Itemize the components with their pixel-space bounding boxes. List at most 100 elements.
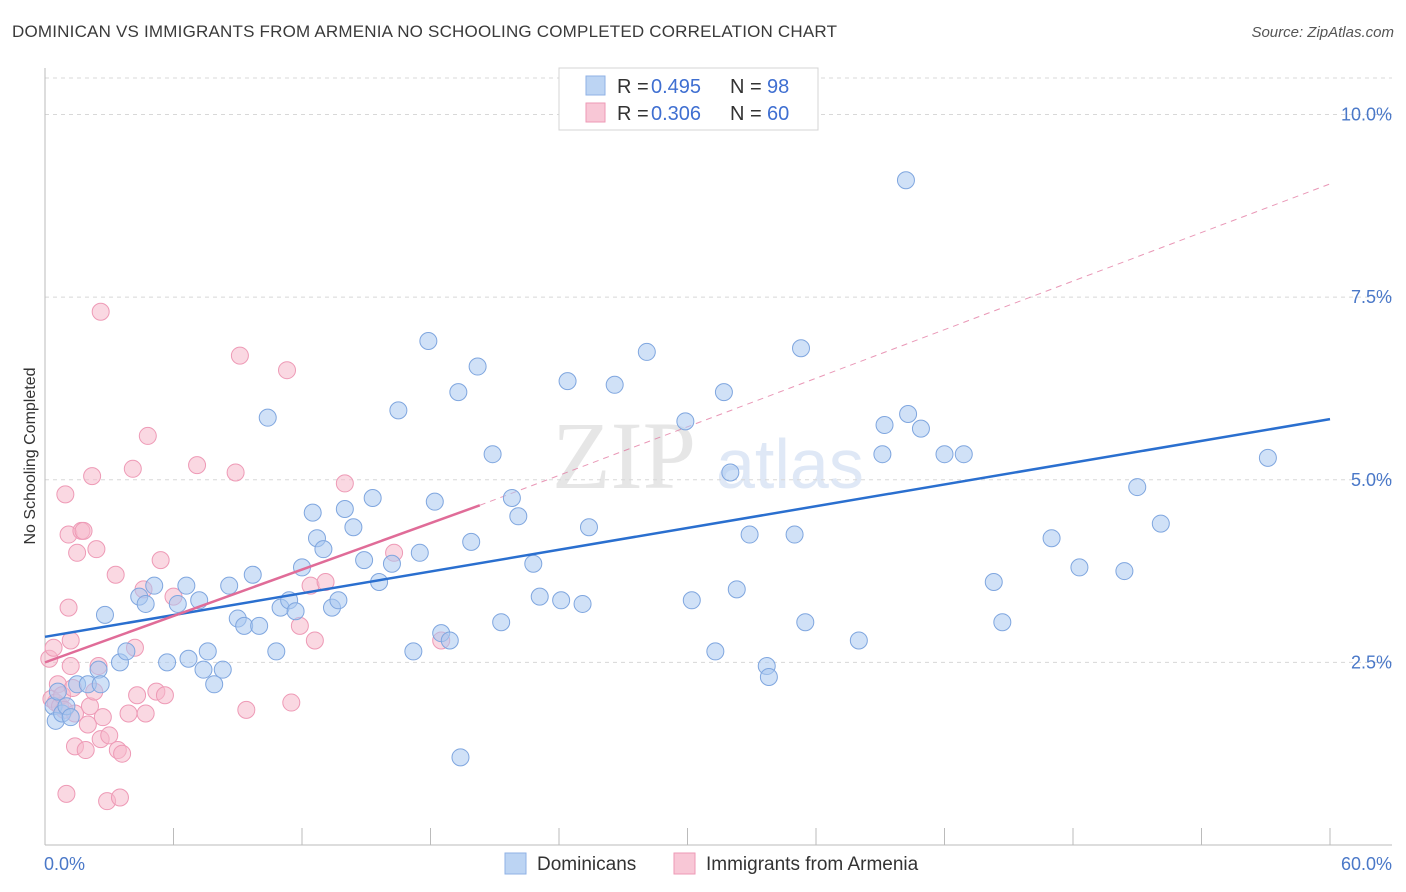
point-dominican-5: [61, 708, 80, 727]
point-armenia-23: [83, 467, 102, 486]
point-dominican-83: [875, 415, 894, 434]
point-dominican-14: [145, 576, 164, 595]
point-dominican-37: [314, 540, 333, 559]
legend-r-label-1: R =: [617, 103, 649, 125]
point-dominican-87: [935, 445, 954, 464]
point-dominican-46: [389, 401, 408, 420]
legend-r-value-1: 0.306: [651, 103, 701, 125]
point-armenia-52: [282, 693, 301, 712]
point-dominican-61: [524, 554, 543, 573]
point-dominican-88: [954, 445, 973, 464]
y-tick-label-0: 2.5%: [1351, 652, 1392, 672]
point-dominican-81: [849, 631, 868, 650]
point-armenia-42: [138, 426, 157, 445]
point-dominican-96: [1258, 448, 1277, 467]
watermark-zip: ZIP: [552, 402, 696, 509]
trend-line-dominicans: [44, 417, 1331, 639]
bottom-legend: Dominicans Immigrants from Armenia: [504, 852, 919, 875]
point-armenia-31: [100, 726, 119, 745]
point-armenia-13: [61, 657, 80, 676]
point-armenia-39: [128, 686, 147, 705]
point-dominican-26: [235, 616, 254, 635]
point-dominican-22: [205, 675, 224, 694]
point-armenia-32: [106, 565, 125, 584]
source-label: Source: ZipAtlas.com: [1251, 24, 1394, 41]
data-points: [40, 171, 1331, 811]
chart-title: DOMINICAN VS IMMIGRANTS FROM ARMENIA NO …: [12, 22, 838, 41]
point-dominican-67: [605, 375, 624, 394]
point-dominican-24: [220, 576, 239, 595]
point-dominican-29: [258, 408, 277, 427]
point-dominican-45: [382, 554, 401, 573]
point-dominican-90: [993, 613, 1012, 632]
x-tick-label-0: 0.0%: [44, 854, 85, 874]
point-dominican-70: [682, 591, 701, 610]
point-armenia-8: [56, 485, 75, 504]
point-dominican-59: [502, 489, 521, 508]
y-axis-label: No Schooling Completed: [22, 368, 39, 545]
point-armenia-21: [78, 715, 97, 734]
point-dominican-50: [425, 492, 444, 511]
point-dominican-54: [451, 748, 470, 767]
point-armenia-27: [91, 302, 110, 321]
point-armenia-36: [119, 704, 138, 723]
point-dominican-82: [873, 445, 892, 464]
legend-swatch-blue: [585, 75, 606, 96]
point-dominican-40: [335, 499, 354, 518]
point-dominican-47: [404, 642, 423, 661]
point-dominican-2: [48, 682, 67, 701]
legend-n-label-0: N =: [730, 76, 762, 98]
point-dominican-78: [785, 525, 804, 544]
point-dominican-27: [243, 565, 262, 584]
legend-n-label-1: N =: [730, 103, 762, 125]
point-armenia-2: [44, 638, 63, 657]
point-dominican-23: [213, 660, 232, 679]
point-dominican-63: [552, 591, 571, 610]
point-dominican-58: [492, 613, 511, 632]
point-dominican-21: [198, 642, 217, 661]
point-dominican-65: [573, 594, 592, 613]
point-armenia-29: [93, 708, 112, 727]
point-dominican-75: [740, 525, 759, 544]
legend-n-value-1: 60: [767, 103, 789, 125]
point-dominican-71: [706, 642, 725, 661]
point-dominican-33: [286, 602, 305, 621]
point-armenia-44: [151, 551, 170, 570]
point-dominican-35: [303, 503, 322, 522]
point-dominican-43: [363, 489, 382, 508]
point-dominican-77: [759, 667, 778, 686]
point-armenia-48: [226, 463, 245, 482]
point-dominican-80: [796, 613, 815, 632]
axes: [44, 68, 1392, 846]
point-dominican-64: [558, 372, 577, 391]
bottom-legend-label-1: Immigrants from Armenia: [706, 854, 919, 875]
point-armenia-57: [335, 474, 354, 493]
point-dominican-49: [419, 331, 438, 350]
point-armenia-9: [57, 784, 76, 803]
legend-swatch-pink: [585, 102, 606, 123]
point-dominican-52: [440, 631, 459, 650]
point-dominican-56: [468, 357, 487, 376]
point-dominican-13: [136, 594, 155, 613]
legend-r-label-0: R =: [617, 76, 649, 98]
point-dominican-15: [158, 653, 177, 672]
bottom-legend-swatch-pink: [673, 852, 696, 875]
point-dominican-11: [117, 642, 136, 661]
point-armenia-37: [123, 459, 142, 478]
point-dominican-93: [1115, 562, 1134, 581]
point-armenia-50: [237, 700, 256, 719]
bottom-legend-label-0: Dominicans: [537, 854, 636, 875]
point-dominican-28: [250, 616, 269, 635]
point-dominican-72: [714, 383, 733, 402]
trend-line-armenia: [44, 504, 481, 664]
point-armenia-45: [155, 686, 174, 705]
point-dominican-30: [267, 642, 286, 661]
legend-n-value-0: 98: [767, 76, 789, 98]
point-armenia-49: [230, 346, 249, 365]
bottom-legend-swatch-blue: [504, 852, 527, 875]
point-dominican-91: [1042, 529, 1061, 548]
point-dominican-42: [355, 551, 374, 570]
point-dominican-39: [329, 591, 348, 610]
point-dominican-94: [1128, 478, 1147, 497]
